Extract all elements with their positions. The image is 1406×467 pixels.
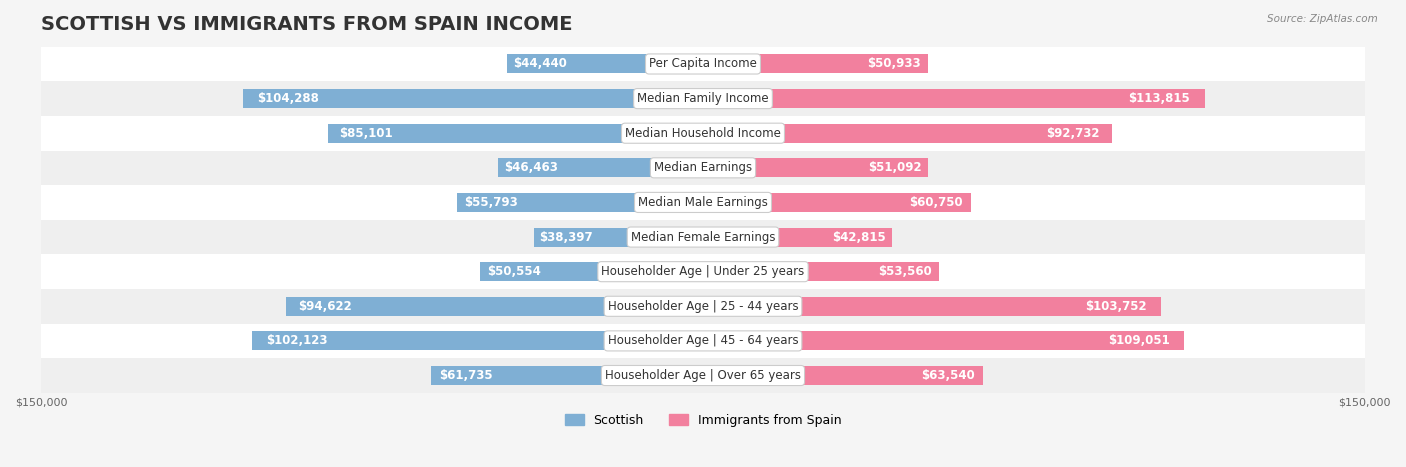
- Text: Householder Age | Over 65 years: Householder Age | Over 65 years: [605, 369, 801, 382]
- Text: $63,540: $63,540: [921, 369, 974, 382]
- Text: $53,560: $53,560: [879, 265, 932, 278]
- Bar: [243, 89, 703, 108]
- Text: $109,051: $109,051: [1108, 334, 1170, 347]
- Text: Median Family Income: Median Family Income: [637, 92, 769, 105]
- Bar: [703, 227, 891, 247]
- Text: $38,397: $38,397: [538, 231, 592, 244]
- Bar: [534, 227, 703, 247]
- Text: Median Male Earnings: Median Male Earnings: [638, 196, 768, 209]
- Bar: [457, 193, 703, 212]
- Bar: [253, 332, 703, 350]
- Text: $50,933: $50,933: [868, 57, 921, 71]
- Text: $50,554: $50,554: [486, 265, 540, 278]
- Bar: [703, 89, 1205, 108]
- Text: $113,815: $113,815: [1128, 92, 1189, 105]
- Text: Source: ZipAtlas.com: Source: ZipAtlas.com: [1267, 14, 1378, 24]
- Bar: [703, 297, 1161, 316]
- Bar: [41, 220, 1365, 255]
- Text: Householder Age | Under 25 years: Householder Age | Under 25 years: [602, 265, 804, 278]
- Bar: [430, 366, 703, 385]
- Bar: [285, 297, 703, 316]
- Text: $60,750: $60,750: [910, 196, 963, 209]
- Bar: [41, 324, 1365, 358]
- Text: $103,752: $103,752: [1085, 300, 1147, 313]
- Text: $55,793: $55,793: [464, 196, 517, 209]
- Text: $104,288: $104,288: [257, 92, 319, 105]
- Text: $46,463: $46,463: [505, 161, 558, 174]
- Bar: [703, 332, 1184, 350]
- Text: $51,092: $51,092: [868, 161, 922, 174]
- Text: $94,622: $94,622: [298, 300, 352, 313]
- Text: Per Capita Income: Per Capita Income: [650, 57, 756, 71]
- Text: $42,815: $42,815: [832, 231, 886, 244]
- Text: $61,735: $61,735: [439, 369, 492, 382]
- Bar: [41, 255, 1365, 289]
- Text: Median Female Earnings: Median Female Earnings: [631, 231, 775, 244]
- Bar: [41, 116, 1365, 150]
- Bar: [479, 262, 703, 281]
- Text: Householder Age | 25 - 44 years: Householder Age | 25 - 44 years: [607, 300, 799, 313]
- Bar: [498, 158, 703, 177]
- Bar: [41, 150, 1365, 185]
- Bar: [703, 262, 939, 281]
- Bar: [508, 55, 703, 73]
- Bar: [41, 358, 1365, 393]
- Text: $85,101: $85,101: [339, 127, 392, 140]
- Bar: [41, 47, 1365, 81]
- Text: $44,440: $44,440: [513, 57, 567, 71]
- Bar: [703, 55, 928, 73]
- Text: Householder Age | 45 - 64 years: Householder Age | 45 - 64 years: [607, 334, 799, 347]
- Text: $92,732: $92,732: [1046, 127, 1099, 140]
- Text: Median Household Income: Median Household Income: [626, 127, 780, 140]
- Bar: [41, 81, 1365, 116]
- Bar: [328, 124, 703, 143]
- Text: Median Earnings: Median Earnings: [654, 161, 752, 174]
- Bar: [41, 185, 1365, 220]
- Bar: [703, 366, 983, 385]
- Legend: Scottish, Immigrants from Spain: Scottish, Immigrants from Spain: [560, 409, 846, 432]
- Bar: [703, 193, 972, 212]
- Text: $102,123: $102,123: [266, 334, 328, 347]
- Text: SCOTTISH VS IMMIGRANTS FROM SPAIN INCOME: SCOTTISH VS IMMIGRANTS FROM SPAIN INCOME: [41, 15, 572, 34]
- Bar: [703, 158, 928, 177]
- Bar: [41, 289, 1365, 324]
- Bar: [703, 124, 1112, 143]
